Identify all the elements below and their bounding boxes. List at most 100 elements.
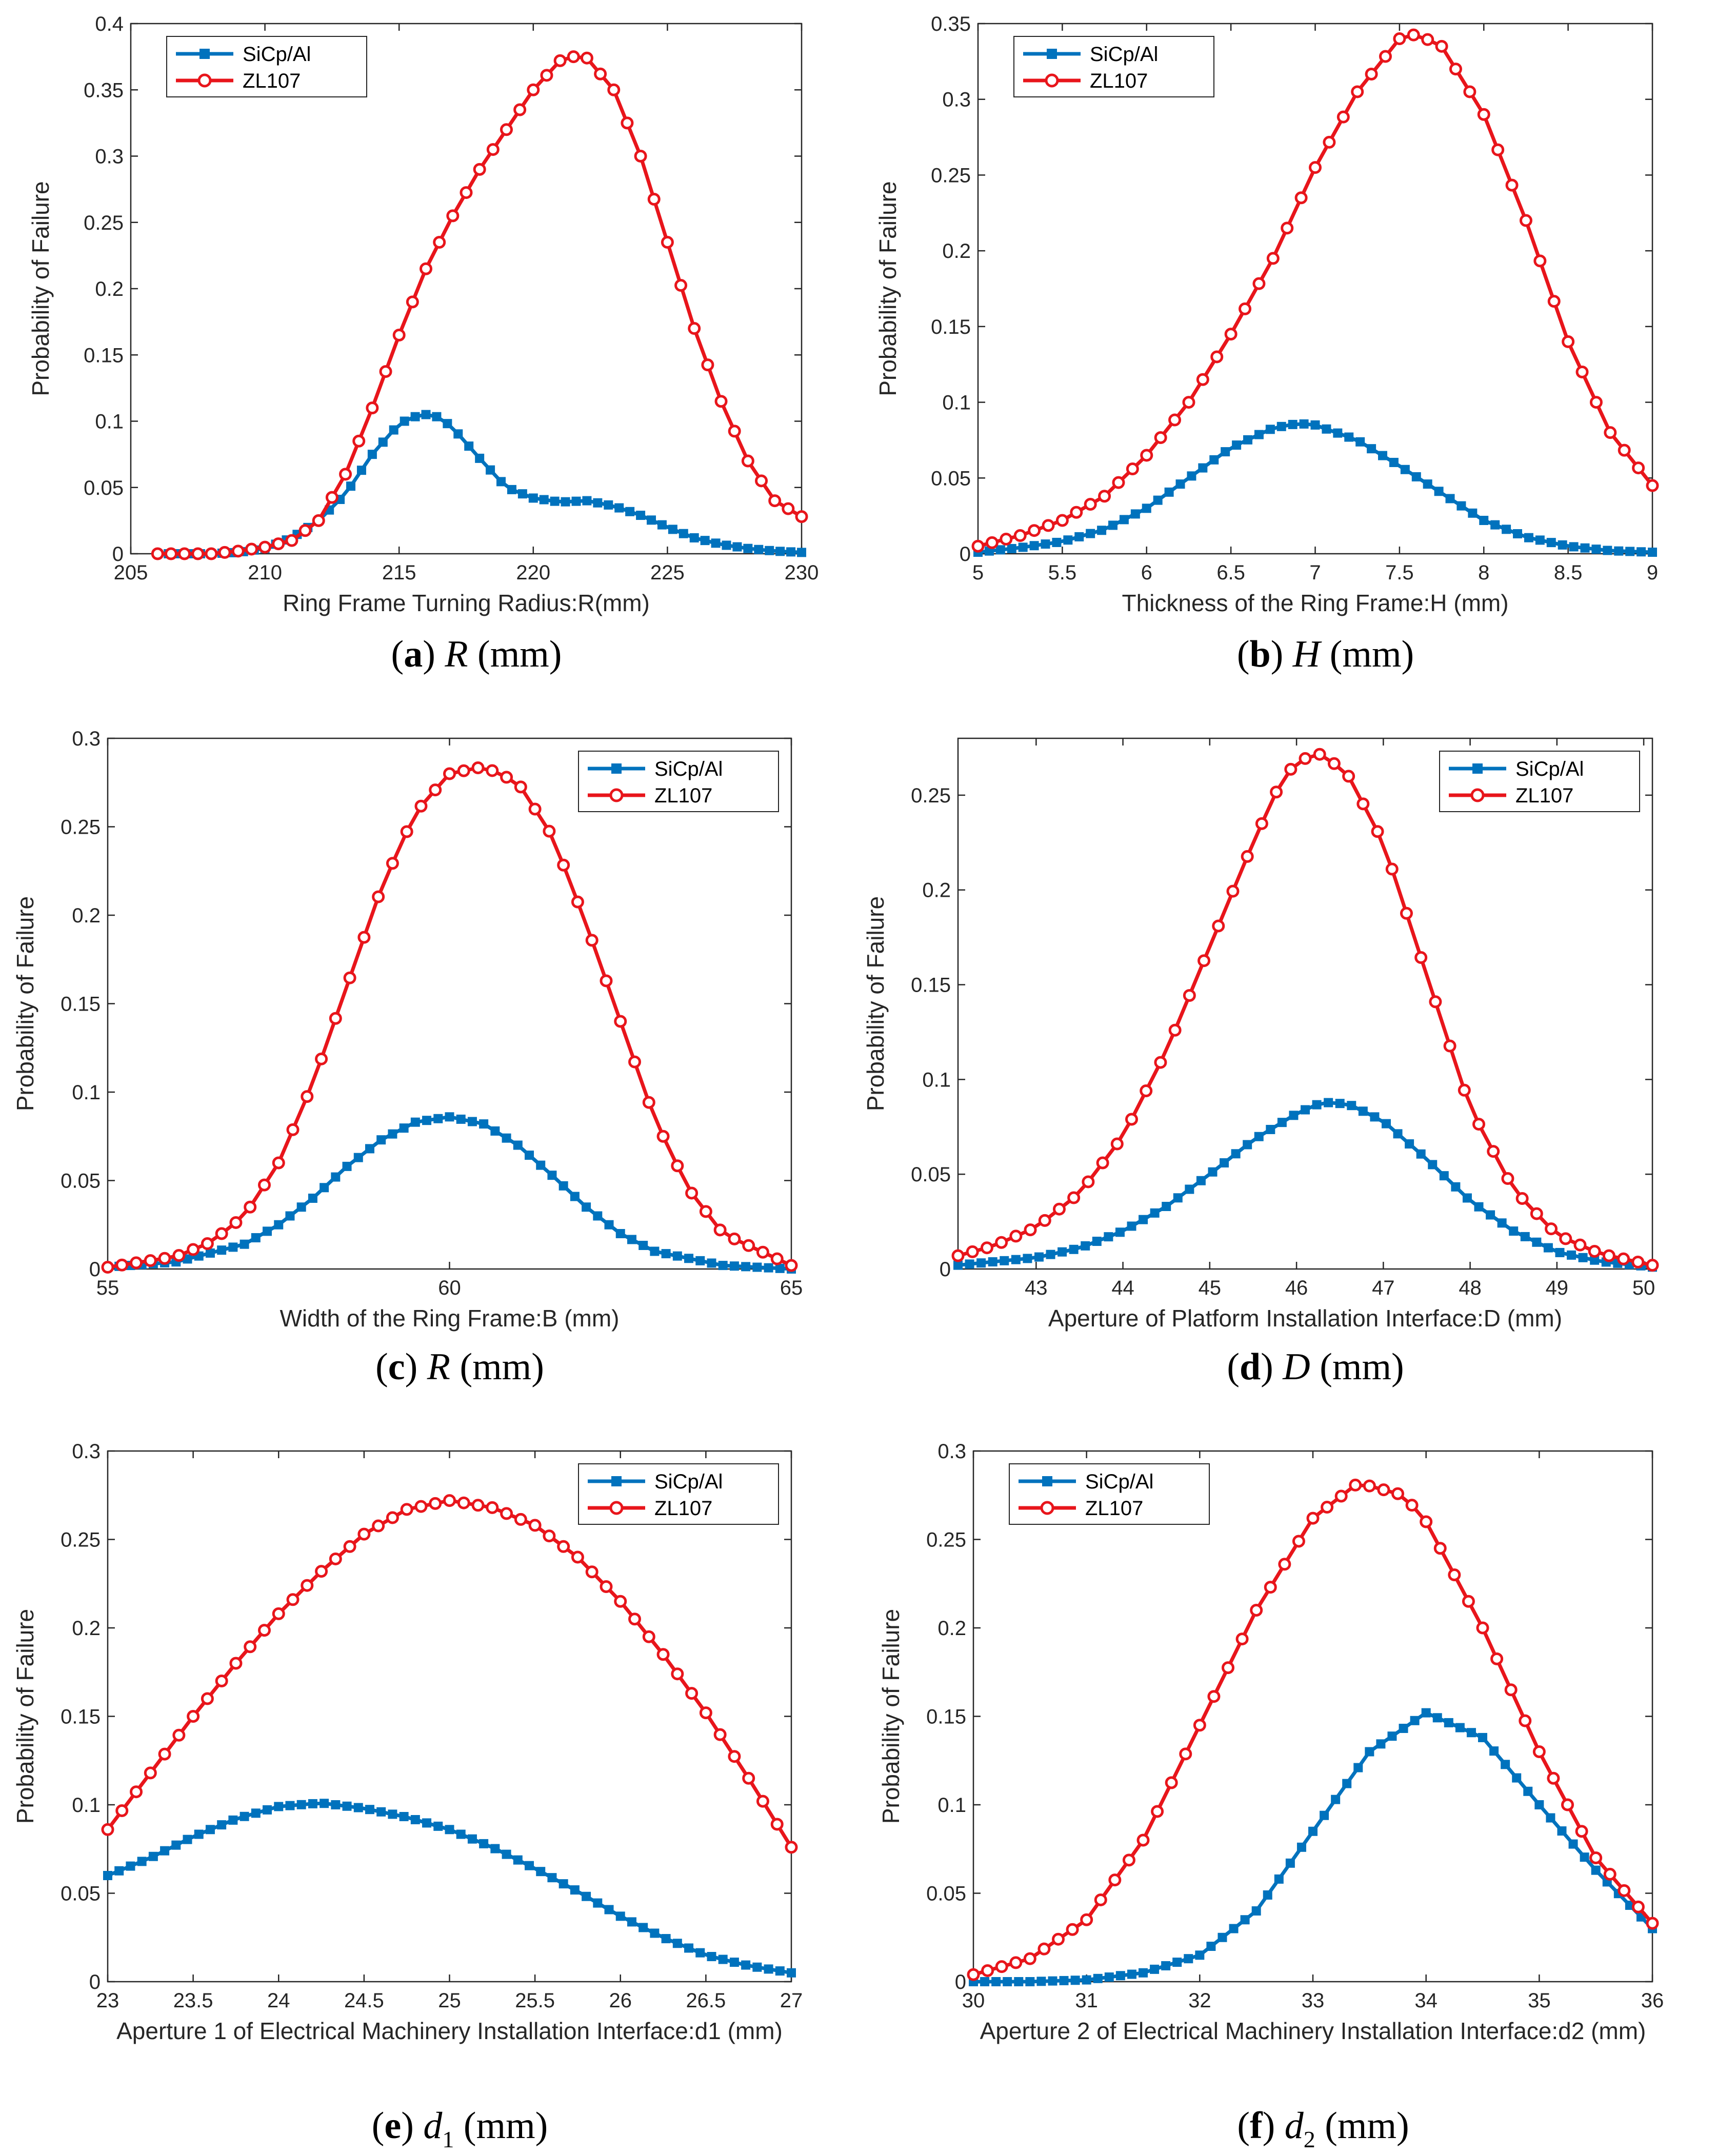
data-point: [1555, 1247, 1565, 1257]
x-tick-label: 230: [785, 561, 819, 584]
data-point: [995, 1236, 1008, 1249]
data-point: [1618, 444, 1631, 457]
data-point: [558, 1181, 568, 1191]
x-axis-label: Aperture 1 of Electrical Machinery Insta…: [116, 2018, 783, 2044]
data-point: [1458, 1083, 1471, 1097]
x-tick-label: 5: [972, 561, 984, 584]
data-point: [388, 1809, 397, 1819]
data-point: [433, 1114, 443, 1123]
y-tick-label: 0.2: [942, 240, 971, 263]
data-point: [1241, 850, 1254, 863]
x-tick-label: 215: [382, 561, 416, 584]
data-point: [1195, 1950, 1205, 1960]
x-tick-label: 50: [1632, 1277, 1655, 1299]
data-point: [1310, 420, 1320, 430]
data-point: [1443, 1039, 1456, 1053]
data-point: [1104, 1232, 1113, 1242]
caption-unit: (mm): [468, 633, 562, 675]
series-zl107: [151, 50, 808, 560]
data-point: [445, 1825, 454, 1835]
data-point: [971, 539, 985, 553]
data-point: [514, 1513, 527, 1526]
data-point: [1589, 1851, 1603, 1864]
data-point: [1254, 1132, 1264, 1141]
data-point: [151, 547, 164, 560]
data-point: [1292, 1535, 1305, 1548]
data-point: [785, 1841, 798, 1854]
data-point: [1052, 537, 1062, 547]
legend-marker: [1470, 788, 1485, 802]
legend-label: SiCp/Al: [1085, 1470, 1153, 1493]
data-point: [422, 1818, 432, 1828]
data-point: [1014, 1977, 1024, 1986]
data-point: [1429, 995, 1442, 1009]
caption-letter: b: [1249, 633, 1270, 675]
y-tick-label: 0.25: [61, 1529, 101, 1551]
data-point: [1059, 1976, 1069, 1985]
legend-box: [166, 36, 367, 97]
data-point: [642, 1630, 655, 1643]
data-point: [976, 1258, 986, 1268]
data-point: [557, 858, 570, 872]
x-tick-label: 26: [609, 1989, 632, 2012]
caption-subscript: 1: [442, 2126, 454, 2152]
data-point: [422, 1116, 432, 1125]
data-point: [410, 1117, 420, 1127]
data-point: [1646, 479, 1659, 492]
data-point: [1220, 1158, 1229, 1167]
data-point: [1420, 1515, 1433, 1528]
data-point: [367, 450, 377, 459]
legend-label: ZL107: [654, 1497, 712, 1520]
data-point: [1547, 1771, 1560, 1785]
data-point: [1423, 479, 1432, 489]
data-point: [1011, 1255, 1021, 1264]
data-point: [967, 1968, 980, 1981]
data-point: [625, 507, 635, 516]
data-point: [528, 493, 538, 503]
y-tick-label: 0.05: [931, 467, 971, 490]
data-point: [386, 857, 399, 870]
y-tick-label: 0.25: [84, 212, 124, 234]
data-point: [1462, 1595, 1475, 1608]
data-point: [1545, 1222, 1558, 1236]
x-axis-label: Aperture of Platform Installation Interf…: [1048, 1305, 1562, 1332]
data-point: [1391, 1487, 1404, 1500]
data-point: [1336, 110, 1350, 124]
data-point: [272, 1156, 285, 1170]
data-point: [126, 1861, 135, 1871]
data-point: [1243, 1140, 1252, 1150]
data-point: [1487, 1145, 1500, 1158]
data-point: [1365, 67, 1378, 80]
caption-symbol: d: [1285, 2105, 1304, 2147]
data-point: [1082, 1175, 1095, 1188]
x-tick-label: 9: [1647, 561, 1658, 584]
y-tick-label: 0.1: [72, 1081, 101, 1104]
data-point: [600, 1580, 613, 1593]
data-point: [1524, 533, 1533, 542]
data-point: [1299, 752, 1312, 765]
data-point: [627, 1917, 636, 1927]
data-point: [1602, 1249, 1615, 1262]
data-point: [399, 1812, 409, 1821]
data-point: [1093, 1973, 1103, 1983]
data-point: [728, 1750, 741, 1763]
data-point: [312, 514, 325, 527]
data-point: [1575, 1825, 1588, 1838]
x-tick-label: 25: [438, 1989, 461, 2012]
data-point: [1240, 1915, 1250, 1925]
data-point: [443, 1494, 456, 1507]
data-point: [1154, 431, 1167, 445]
data-point: [628, 1055, 642, 1069]
data-point: [1041, 539, 1050, 549]
legend: SiCp/Al ZL107: [166, 36, 367, 97]
data-point: [475, 453, 485, 463]
data-point: [507, 485, 516, 494]
data-point: [1491, 143, 1505, 156]
y-tick-label: 0.15: [61, 1706, 101, 1728]
data-point: [114, 1866, 124, 1876]
data-point: [585, 1565, 598, 1579]
data-point: [315, 1052, 328, 1065]
data-point: [1370, 1112, 1380, 1122]
data-point: [797, 548, 806, 557]
data-point: [1165, 1776, 1178, 1789]
